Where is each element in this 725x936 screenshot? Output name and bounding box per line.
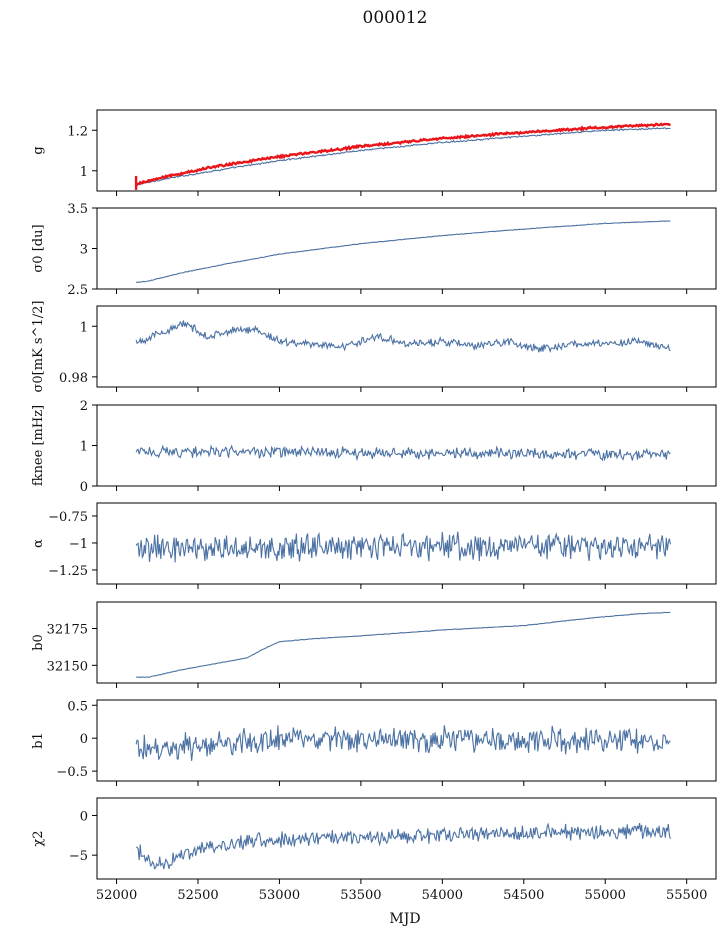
y-axis-label: σ0 [du] — [31, 224, 46, 272]
y-tick-label: −1.25 — [48, 564, 88, 579]
series-line — [135, 320, 671, 354]
subplot-8: χ2 −5 0 52000 52500 53000 53500 54000 54500 55000… — [31, 797, 717, 903]
y-tick-label: 32150 — [47, 659, 88, 674]
series-line — [135, 444, 671, 462]
y-tick-label: −0.75 — [48, 510, 88, 525]
subplot-3: σ0[mK s^1/2] 0.98 1 — [31, 301, 717, 393]
y-tick-label: 1 — [80, 440, 88, 455]
x-tick-label: 55500 — [666, 888, 707, 903]
y-tick-label: 0 — [80, 732, 88, 747]
y-tick-label: 2 — [80, 399, 88, 414]
y-tick-label: 3.5 — [67, 202, 88, 217]
axes-frame — [96, 404, 717, 487]
overlay-series-line — [135, 122, 672, 187]
y-tick-label: 1 — [80, 320, 88, 335]
x-axis-label: MJD — [389, 911, 420, 927]
subplot-5: α −1.25 −1 −0.75 — [31, 502, 717, 589]
x-tick-label: 52000 — [96, 888, 137, 903]
x-tick-label: 53000 — [259, 888, 300, 903]
axes-frame — [96, 305, 717, 388]
x-tick-label: 55000 — [585, 888, 626, 903]
series-line — [135, 220, 671, 284]
series-line — [136, 127, 671, 186]
y-tick-label: 0.5 — [67, 699, 88, 714]
y-tick-label: 2.5 — [67, 283, 88, 298]
axes-frame — [96, 797, 717, 880]
y-axis-label: g — [31, 146, 46, 154]
y-tick-label: 1 — [80, 165, 88, 180]
y-tick-label: 32175 — [47, 623, 88, 638]
y-axis-label: b1 — [31, 732, 46, 749]
subplots: g11.2σ0 [du]2.533.5σ0[mK s^1/2] 0.981fkne… — [31, 109, 717, 903]
series-line — [135, 531, 671, 563]
subplot-4: fknee [mHz] 0 1 2 — [31, 399, 717, 495]
x-tick-label: 54000 — [422, 888, 463, 903]
y-tick-label: 0 — [80, 809, 88, 824]
axes-frame — [96, 207, 717, 290]
y-tick-label: 0.98 — [59, 371, 88, 386]
x-tick-label: 52500 — [177, 888, 218, 903]
y-tick-label: −5 — [69, 849, 88, 864]
y-axis-label: fknee [mHz] — [31, 405, 46, 486]
axes-frame — [96, 109, 717, 192]
axes-frame — [96, 502, 717, 585]
series-line — [135, 725, 671, 761]
y-axis-label: α — [31, 539, 46, 548]
subplot-7: b1 −0.5 0 0.5 — [31, 699, 717, 786]
y-axis-label: χ2 — [31, 830, 46, 846]
x-tick-label: 53500 — [340, 888, 381, 903]
y-tick-label: −0.5 — [56, 765, 88, 780]
y-tick-label: 0 — [80, 480, 88, 495]
y-axis-label: σ0[mK s^1/2] — [31, 301, 46, 393]
y-axis-label: b0 — [31, 634, 46, 651]
subplot-1: g 1 1.2 — [31, 109, 717, 196]
axes-frame — [96, 601, 717, 684]
series-line — [135, 611, 671, 678]
y-tick-label: −1 — [69, 537, 88, 552]
figure-title: 000012 — [363, 8, 428, 28]
y-tick-label: 3 — [80, 243, 88, 258]
y-tick-label: 1.2 — [67, 124, 88, 139]
axes-frame — [96, 699, 717, 782]
x-tick-label: 54500 — [503, 888, 544, 903]
subplot-2: σ0 [du] 2.5 3 3.5 — [31, 202, 717, 298]
series-line — [135, 822, 671, 870]
